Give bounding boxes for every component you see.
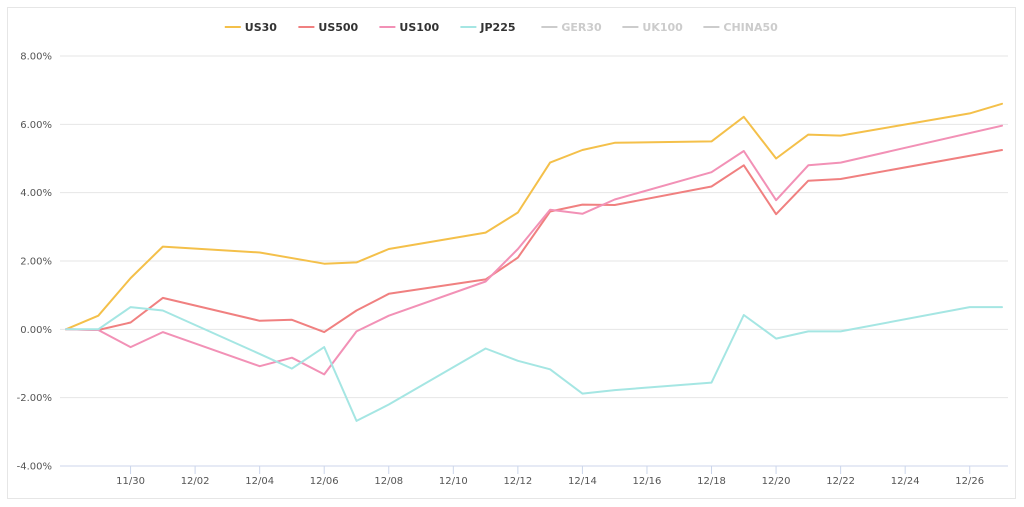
y-tick-label: 0.00%	[20, 325, 52, 336]
series-line-us30[interactable]	[65, 102, 1003, 331]
x-tick-label: 12/02	[181, 476, 210, 487]
legend-label: US100	[399, 21, 439, 34]
x-tick-label: 12/08	[374, 476, 403, 487]
legend-label: JP225	[479, 21, 515, 34]
y-tick-label: 8.00%	[20, 52, 52, 63]
x-tick-label: 12/26	[955, 476, 984, 487]
legend[interactable]: US30 US500 US100 JP225 GER30 UK100 CHINA50	[224, 21, 778, 34]
series-line-us100[interactable]	[65, 124, 1003, 376]
x-axis: 11/30 12/02 12/04 12/06 12/08 12/10 12/12 12/14…	[60, 465, 1008, 487]
y-tick-label: 4.00%	[20, 188, 52, 199]
x-tick-label: 12/06	[310, 476, 339, 487]
x-tick-label: 12/14	[568, 476, 597, 487]
series-line-jp225[interactable]	[65, 306, 1003, 422]
legend-label: US500	[318, 21, 358, 34]
y-tick-label: 6.00%	[20, 120, 52, 131]
x-tick-label: 12/12	[503, 476, 532, 487]
legend-item-us500[interactable]: US500	[298, 21, 359, 34]
series-line-us500[interactable]	[65, 149, 1003, 334]
x-tick-label: 12/10	[439, 476, 468, 487]
legend-label: US30	[245, 21, 278, 34]
x-tick-label: 11/30	[116, 476, 145, 487]
chart-frame	[7, 7, 1016, 499]
series-lines	[65, 102, 1003, 422]
y-tick-label: -2.00%	[17, 393, 52, 404]
x-tick-label: 12/04	[245, 476, 274, 487]
x-tick-label: 12/22	[826, 476, 855, 487]
legend-item-china50[interactable]: CHINA50	[703, 21, 778, 34]
x-tick-label: 12/20	[762, 476, 791, 487]
y-tick-label: -4.00%	[17, 462, 52, 473]
legend-item-us30[interactable]: US30	[224, 21, 278, 34]
x-tick-label: 12/16	[633, 476, 662, 487]
legend-item-uk100[interactable]: UK100	[622, 21, 683, 34]
legend-label: GER30	[561, 21, 602, 34]
legend-label: UK100	[642, 21, 683, 34]
legend-item-ger30[interactable]: GER30	[541, 21, 602, 34]
legend-label: CHINA50	[723, 21, 778, 34]
legend-item-jp225[interactable]: JP225	[460, 21, 516, 34]
y-axis: 8.00% 6.00% 4.00% 2.00% 0.00% -2.00% -4.00%	[17, 52, 52, 473]
legend-item-us100[interactable]: US100	[379, 21, 440, 34]
x-tick-label: 12/18	[697, 476, 726, 487]
grid-lines	[60, 55, 1008, 467]
y-tick-label: 2.00%	[20, 257, 52, 268]
x-tick-label: 12/24	[891, 476, 920, 487]
